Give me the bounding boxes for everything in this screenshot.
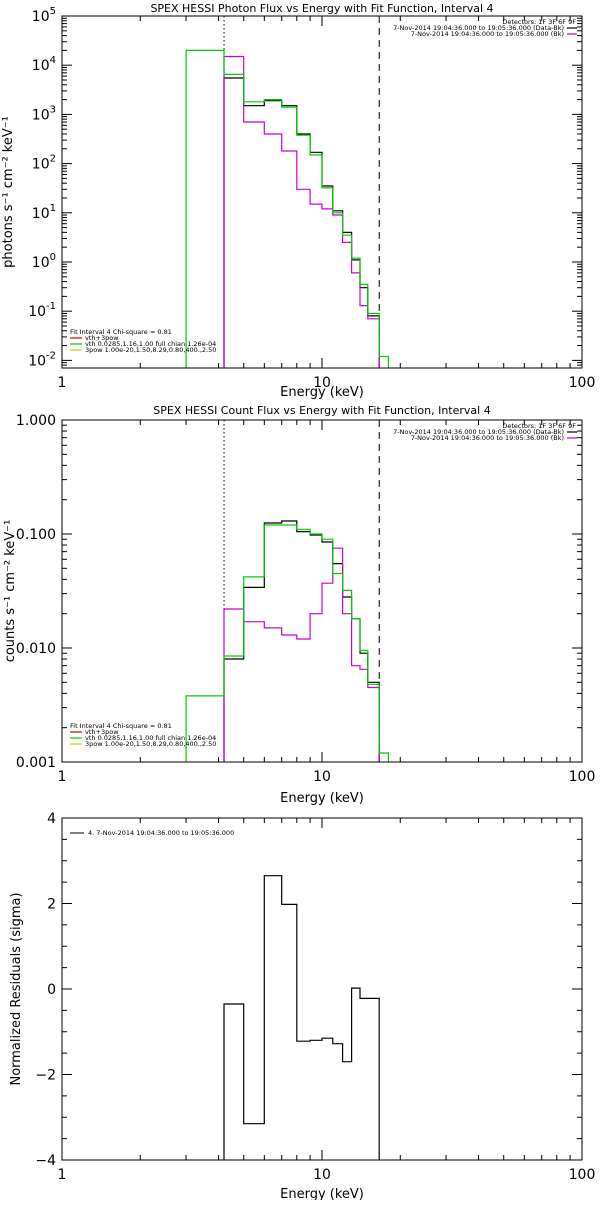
- y-tick-label: 10-2: [28, 350, 56, 369]
- legend-entry: 7-Nov-2014 19:04:36.000 to 19:05:36.000 …: [393, 24, 564, 32]
- legend-fit-info: Fit Interval 4 Chi-square = 0.81: [70, 328, 172, 336]
- plot-frame: [61, 419, 583, 763]
- x-axis-label: Energy (keV): [280, 791, 364, 806]
- y-tick-label: 0.010: [16, 641, 56, 657]
- y-tick-label: 102: [32, 154, 56, 173]
- y-axis-label: photons s⁻¹ cm⁻² keV⁻¹: [1, 116, 16, 268]
- y-axis-label: Normalized Residuals (sigma): [9, 892, 24, 1085]
- x-tick-label: 100: [569, 375, 596, 391]
- series-line-0: [223, 520, 380, 762]
- legend-entry: vth+3pow: [85, 334, 119, 342]
- legend-fit-info: Fit Interval 4 Chi-square = 0.81: [70, 722, 172, 730]
- x-tick-label: 1: [58, 1167, 67, 1183]
- series-line-2: [185, 524, 389, 762]
- series-line-0: [223, 875, 380, 1160]
- x-tick-label: 1: [58, 375, 67, 391]
- y-axis-label: counts s⁻¹ cm⁻² keV⁻¹: [3, 520, 18, 663]
- series-line-1: [223, 547, 380, 762]
- series-group: [185, 520, 389, 762]
- series-line-2: [185, 49, 389, 368]
- x-tick-label: 100: [569, 769, 596, 785]
- legend-entry: vth 0.0285,1.16,1.00 full chian 1.26e-04: [85, 340, 216, 348]
- panel-resid: Energy (keV) Normalized Residuals (sigma)…: [9, 811, 596, 1202]
- y-tick-label: 4: [47, 811, 56, 827]
- series-group: [223, 875, 380, 1160]
- y-tick-label: 0: [47, 982, 56, 998]
- legend-entry: 3pow 1.00e-20,1.50,8.29,0.80,400.,2.50: [85, 346, 216, 354]
- series-group: [185, 49, 389, 368]
- x-tick-label: 1: [58, 769, 67, 785]
- legend-detectors: Detectors: 1F 3F 6F 9F: [502, 422, 576, 430]
- x-tick-label: 10: [313, 769, 331, 785]
- legend-entry: 7-Nov-2014 19:04:36.000 to 19:05:36.000 …: [411, 434, 564, 442]
- legend-entry: 3pow 1.00e-20,1.50,8.29,0.80,400.,2.50: [85, 740, 216, 748]
- plot-frame: [61, 817, 583, 1161]
- y-tick-label: −2: [35, 1068, 56, 1084]
- y-tick-label: 0.100: [16, 527, 56, 543]
- y-tick-label: 104: [32, 55, 56, 74]
- legend-entry: 4. 7-Nov-2014 19:04:36.000 to 19:05:36.0…: [88, 829, 234, 837]
- legend-entry: 7-Nov-2014 19:04:36.000 to 19:05:36.000 …: [393, 428, 564, 436]
- chart-title: SPEX HESSI Count Flux vs Energy with Fit…: [153, 404, 490, 417]
- chart-title: SPEX HESSI Photon Flux vs Energy with Fi…: [150, 2, 493, 15]
- x-tick-label: 10: [313, 1167, 331, 1183]
- y-tick-label: 2: [47, 897, 56, 913]
- series-line-1: [223, 55, 380, 368]
- y-tick-label: −4: [35, 1153, 56, 1169]
- legend-detectors: Detectors: 1F 3F 6F 9F: [502, 18, 576, 26]
- legend-entry: 7-Nov-2014 19:04:36.000 to 19:05:36.000 …: [411, 30, 564, 38]
- y-tick-label: 10-1: [28, 301, 56, 320]
- plot-frame: [61, 15, 583, 369]
- panel-photon: SPEX HESSI Photon Flux vs Energy with Fi…: [1, 2, 595, 400]
- y-tick-label: 0.001: [16, 755, 56, 771]
- x-axis-label: Energy (keV): [280, 385, 364, 400]
- x-tick-label: 100: [569, 1167, 596, 1183]
- x-axis-label: Energy (keV): [280, 1187, 364, 1200]
- y-tick-label: 105: [32, 6, 56, 25]
- x-tick-label: 10: [313, 375, 331, 391]
- y-tick-label: 100: [32, 252, 56, 271]
- y-tick-label: 101: [32, 203, 56, 222]
- y-tick-label: 103: [32, 104, 56, 123]
- legend-entry: vth 0.0285,1.16,1.00 full chian 1.26e-04: [85, 734, 216, 742]
- legend-entry: vth+3pow: [85, 728, 119, 736]
- panel-count: SPEX HESSI Count Flux vs Energy with Fit…: [3, 404, 595, 806]
- y-tick-label: 1.000: [16, 413, 56, 429]
